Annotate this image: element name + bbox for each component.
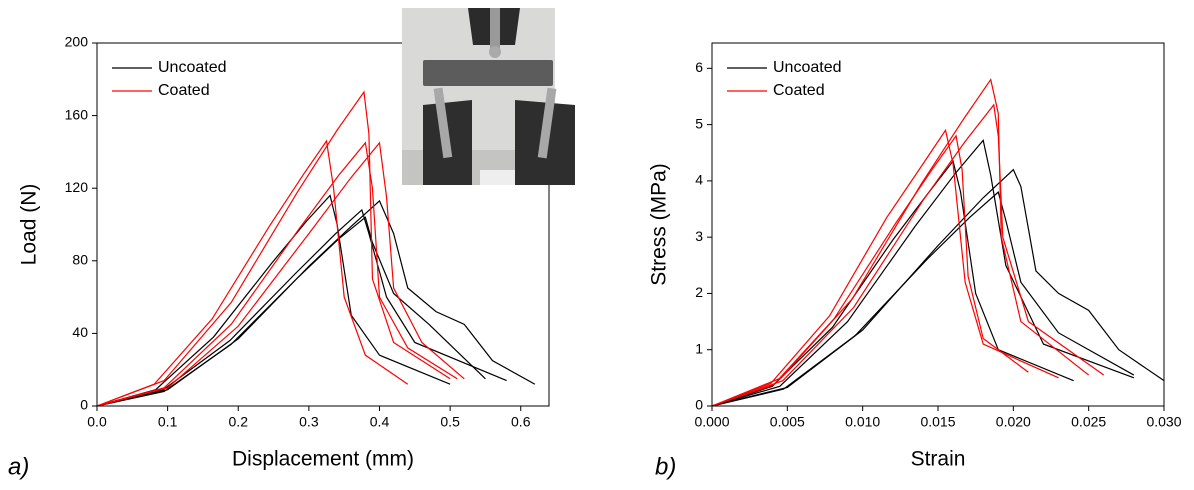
y-tick-label: 0 (695, 397, 703, 413)
curve (711, 159, 1074, 407)
x-tick-label: 0.020 (996, 414, 1031, 430)
x-tick-label: 0.005 (770, 414, 805, 430)
y-tick-label: 6 (695, 59, 703, 75)
curve (711, 134, 1029, 407)
x-tick-label: 0.015 (920, 414, 955, 430)
legend-label: Coated (773, 82, 825, 99)
y-tick-label: 3 (695, 228, 703, 244)
legend-label: Uncoated (773, 59, 842, 76)
y-axis-title: Stress (MPa) (648, 163, 671, 286)
x-tick-label: 0.6 (511, 414, 531, 430)
y-tick-label: 2 (695, 284, 703, 300)
y-tick-label: 160 (65, 106, 89, 122)
x-tick-label: 0.2 (229, 414, 249, 430)
y-tick-label: 4 (695, 172, 703, 188)
legend-label: Uncoated (158, 59, 227, 76)
y-tick-label: 120 (65, 179, 89, 195)
y-tick-label: 5 (695, 115, 703, 131)
x-tick-label: 0.5 (440, 414, 460, 430)
y-tick-label: 1 (695, 340, 703, 356)
curve (96, 208, 507, 407)
x-tick-label: 0.030 (1146, 414, 1181, 430)
curve (711, 168, 1165, 407)
x-tick-label: 0.0 (87, 414, 107, 430)
curve (711, 191, 1135, 407)
panel-label: b) (655, 453, 676, 480)
y-tick-label: 0 (80, 397, 88, 413)
curve (96, 90, 451, 407)
x-tick-label: 0.3 (299, 414, 319, 430)
curve (711, 103, 1105, 407)
x-axis-title: Strain (911, 448, 966, 471)
x-tick-label: 0.1 (158, 414, 178, 430)
x-tick-label: 0.4 (370, 414, 390, 430)
y-tick-label: 80 (72, 252, 88, 268)
plot-frame (96, 42, 550, 407)
curve (96, 216, 486, 407)
x-tick-label: 0.025 (1071, 414, 1106, 430)
curve (96, 141, 465, 407)
curve (711, 128, 1059, 407)
y-axis-title: Load (N) (18, 184, 41, 266)
x-tick-label: 0.010 (845, 414, 880, 430)
curve (96, 194, 451, 407)
legend-label: Coated (158, 82, 210, 99)
curve (711, 78, 1090, 407)
curve (96, 139, 409, 407)
x-tick-label: 0.000 (694, 414, 729, 430)
y-tick-label: 40 (72, 324, 88, 340)
panel-label: a) (8, 453, 29, 480)
x-axis-title: Displacement (mm) (232, 448, 414, 471)
curve (96, 141, 458, 407)
curve (711, 139, 1135, 407)
y-tick-label: 200 (65, 34, 89, 50)
